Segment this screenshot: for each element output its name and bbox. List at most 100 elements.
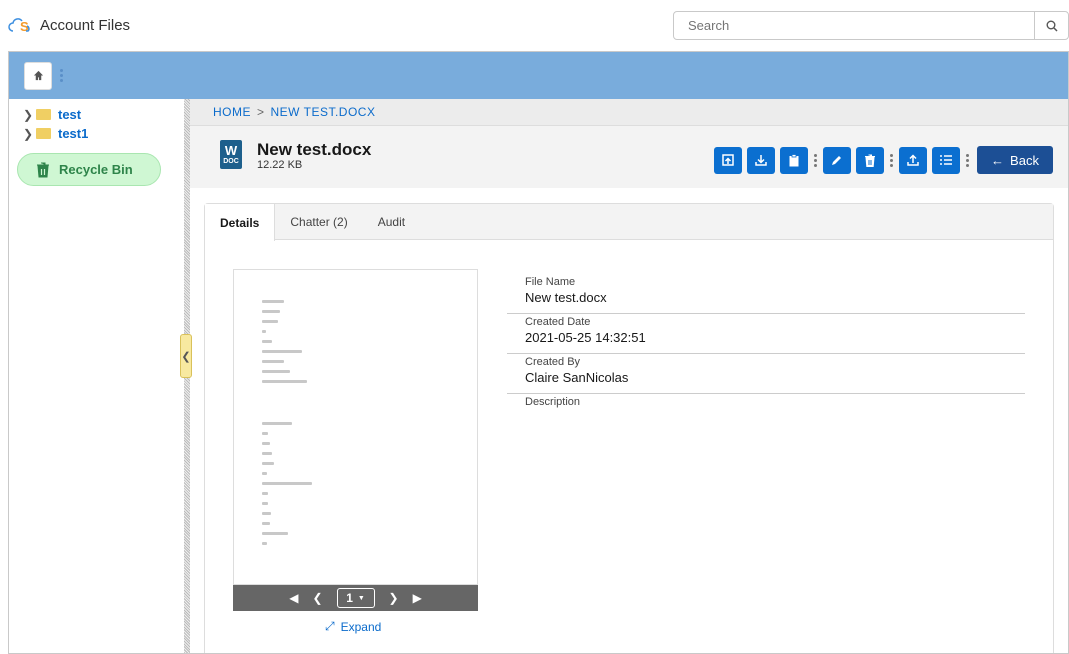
preview-text-line <box>262 380 307 383</box>
preview-text-line <box>262 360 284 363</box>
preview-pager: ◀ ❮ 1 ▼ ❯ ▶ <box>233 585 478 611</box>
chevron-right-icon[interactable]: ❯ <box>23 126 34 141</box>
breadcrumb-home[interactable]: HOME <box>213 105 251 119</box>
open-icon <box>722 154 734 166</box>
delete-button[interactable] <box>856 146 884 174</box>
caret-down-icon: ▼ <box>357 594 365 602</box>
separator-icon <box>966 153 969 167</box>
last-page-icon[interactable]: ▶ <box>412 591 422 605</box>
expand-icon: ⤢ <box>325 619 335 633</box>
edit-icon <box>832 156 841 165</box>
upload-icon <box>907 154 919 166</box>
toolbar <box>9 52 1068 99</box>
separator-icon <box>814 153 817 167</box>
recycle-bin-label: Recycle Bin <box>59 162 133 177</box>
preview-text-line <box>262 512 271 515</box>
file-header: W DOC New test.docx 12.22 KB ← Back <box>190 126 1068 188</box>
field-created-by: Created By Claire SanNicolas <box>507 354 1025 394</box>
app-header: S Account Files <box>0 0 1069 50</box>
separator-icon <box>890 153 893 167</box>
edit-button[interactable] <box>823 146 851 174</box>
chevron-left-icon: ❮ <box>181 350 191 363</box>
next-page-icon[interactable]: ❯ <box>388 591 399 605</box>
preview-text-line <box>262 532 288 535</box>
tab-bar: Details Chatter (2) Audit <box>205 204 1053 241</box>
folder-icon <box>36 109 51 120</box>
search-button[interactable] <box>1034 12 1068 39</box>
folder-item[interactable]: ❯ test <box>9 105 184 124</box>
file-actions: ← Back <box>714 146 1053 174</box>
download-icon <box>755 155 767 166</box>
home-button[interactable] <box>24 61 52 90</box>
open-button[interactable] <box>714 146 742 174</box>
main-panel: HOME > NEW TEST.DOCX W DOC New test.docx 12… <box>190 99 1068 653</box>
preview-text-line <box>262 300 284 303</box>
breadcrumb-current[interactable]: NEW TEST.DOCX <box>270 105 376 119</box>
preview-text-line <box>262 502 268 505</box>
copy-button[interactable] <box>780 146 808 174</box>
preview-text-line <box>262 422 292 425</box>
file-name: New test.docx <box>257 140 372 159</box>
search-box <box>673 11 1069 40</box>
back-label: Back <box>1010 152 1039 168</box>
field-file-name: File Name New test.docx <box>507 274 1025 314</box>
preview-text-line <box>262 340 272 343</box>
preview-text-line <box>262 370 290 373</box>
breadcrumb-separator: > <box>257 105 265 119</box>
collapse-sidebar-button[interactable]: ❮ <box>180 334 192 378</box>
preview-text-line <box>262 472 267 475</box>
page-select[interactable]: 1 ▼ <box>336 588 375 608</box>
folder-label: test <box>58 107 82 122</box>
word-doc-icon: W DOC <box>220 140 242 169</box>
folder-item[interactable]: ❯ test1 <box>9 124 184 143</box>
sidebar: ❯ test ❯ test1 Recycle Bin <box>9 99 184 653</box>
arrow-left-icon: ← <box>991 152 1005 168</box>
details-card: Details Chatter (2) Audit ◀ ❮ 1 ▼ ❯ ▶ ⤢ Ex… <box>204 203 1054 653</box>
delete-icon <box>865 154 875 167</box>
app-title: Account Files <box>40 16 131 34</box>
preview-text-line <box>262 452 272 455</box>
svg-text:S: S <box>20 19 29 33</box>
preview-text-line <box>262 350 302 353</box>
prev-page-icon[interactable]: ❮ <box>312 591 323 605</box>
file-details: File Name New test.docx Created Date 2021-… <box>507 274 1025 434</box>
tab-chatter[interactable]: Chatter (2) <box>290 214 348 229</box>
preview-text-line <box>262 482 312 485</box>
home-icon <box>33 70 43 81</box>
tab-details[interactable]: Details <box>205 204 276 241</box>
folder-label: test1 <box>58 126 89 141</box>
field-created-date: Created Date 2021-05-25 14:32:51 <box>507 314 1025 354</box>
breadcrumb: HOME > NEW TEST.DOCX <box>190 99 1068 126</box>
back-button[interactable]: ← Back <box>977 146 1053 174</box>
folder-icon <box>36 128 51 139</box>
expand-label: Expand <box>340 619 382 634</box>
preview-text-line <box>262 522 270 525</box>
toolbar-menu-icon[interactable] <box>60 69 63 82</box>
preview-text-line <box>262 462 274 465</box>
search-icon <box>1046 20 1058 32</box>
preview-text-line <box>262 310 280 313</box>
preview-text-line <box>262 330 266 333</box>
chevron-right-icon[interactable]: ❯ <box>23 107 34 122</box>
upload-button[interactable] <box>899 146 927 174</box>
first-page-icon[interactable]: ◀ <box>289 591 299 605</box>
download-button[interactable] <box>747 146 775 174</box>
list-icon <box>940 155 952 165</box>
trash-icon <box>37 162 49 177</box>
list-button[interactable] <box>932 146 960 174</box>
clipboard-icon <box>789 153 799 166</box>
preview-text-line <box>262 320 278 323</box>
file-size: 12.22 KB <box>257 159 303 171</box>
preview-text-line <box>262 492 268 495</box>
recycle-bin-button[interactable]: Recycle Bin <box>17 153 161 186</box>
preview-text-line <box>262 442 270 445</box>
field-description: Description <box>525 396 581 408</box>
tab-audit[interactable]: Audit <box>377 214 406 229</box>
search-input[interactable] <box>674 12 1034 39</box>
file-explorer: ❯ test ❯ test1 Recycle Bin ❮ HOME > NEW TEST… <box>8 51 1069 654</box>
preview-text-line <box>262 432 268 435</box>
preview-text-line <box>262 542 267 545</box>
logo-icon: S <box>8 18 30 33</box>
expand-button[interactable]: ⤢ Expand <box>325 619 381 634</box>
document-preview <box>233 269 478 585</box>
